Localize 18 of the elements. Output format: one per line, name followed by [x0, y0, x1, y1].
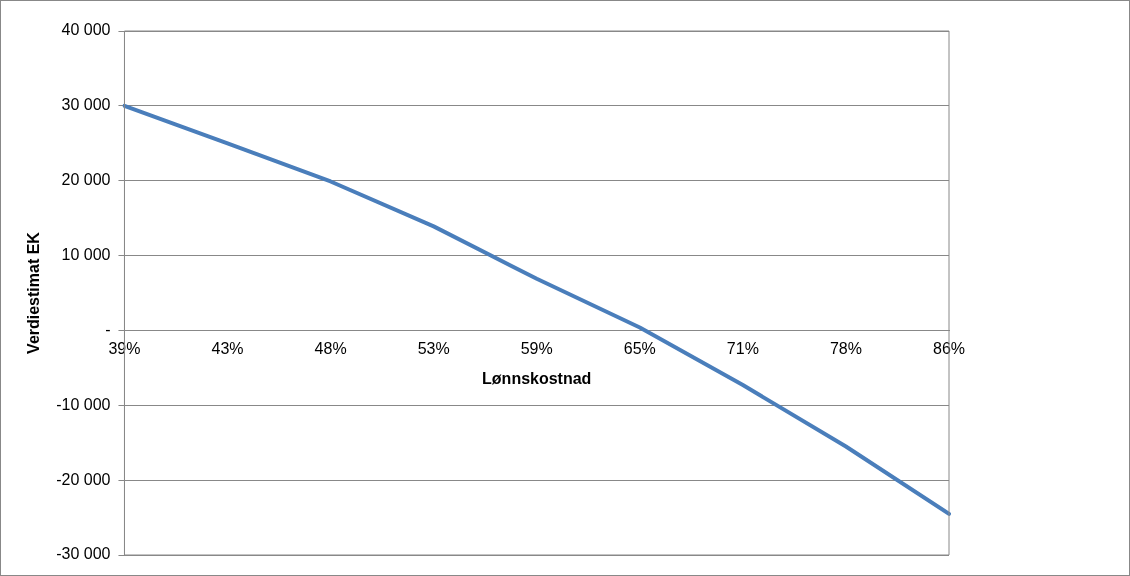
y-tick-label: -10 000: [56, 395, 111, 413]
x-tick-label: 65%: [623, 340, 656, 358]
x-tick-label: 59%: [520, 340, 553, 358]
y-tick-label: 10 000: [61, 245, 111, 263]
x-tick-label: 78%: [829, 340, 862, 358]
x-axis-title: Lønnskostnad: [482, 369, 592, 387]
y-tick-label: -20 000: [56, 470, 111, 488]
y-tick-label: -30 000: [56, 545, 111, 563]
x-tick-label: 48%: [314, 340, 347, 358]
x-tick-label: 53%: [417, 340, 450, 358]
y-tick-label: 40 000: [61, 21, 111, 39]
x-tick-label: 43%: [211, 340, 244, 358]
y-axis-title: Verdiestimat EK: [25, 231, 43, 354]
y-tick-label: 20 000: [61, 171, 111, 189]
x-tick-label: 86%: [932, 340, 966, 358]
x-tick-label: 71%: [726, 340, 759, 358]
y-tick-label: -: [105, 320, 111, 338]
y-tick-label: 30 000: [61, 96, 111, 114]
